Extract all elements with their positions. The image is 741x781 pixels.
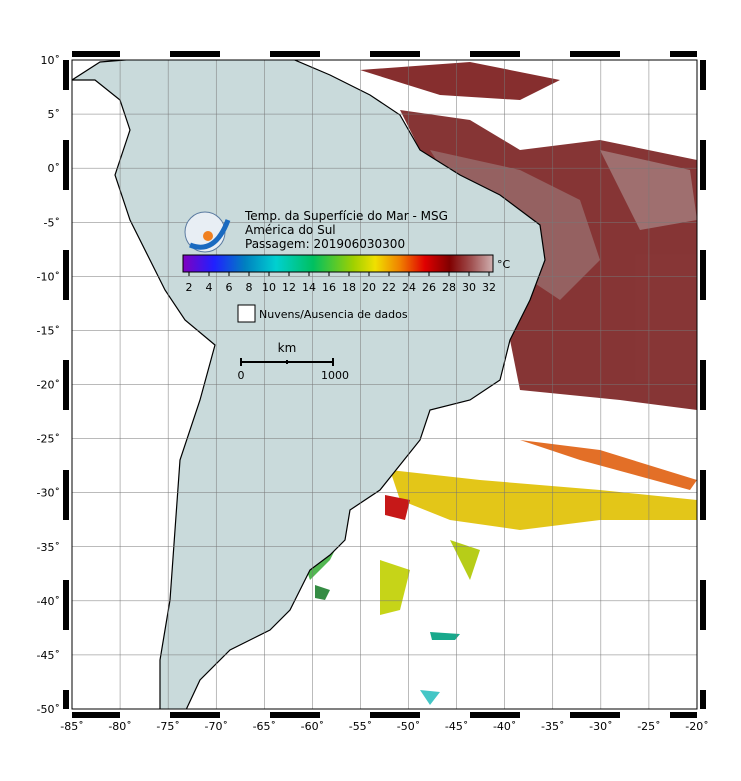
colorbar-tick-label: 24 <box>402 281 416 294</box>
x-tick-label: -30˚ <box>589 720 612 733</box>
colorbar-tick-label: 14 <box>302 281 316 294</box>
colorbar-tick-label: 20 <box>362 281 376 294</box>
legend-swatch <box>237 304 256 323</box>
colorbar-tick-label: 30 <box>462 281 476 294</box>
map-body <box>72 60 697 709</box>
y-tick-label: -5˚ <box>44 216 60 229</box>
frame <box>71 59 698 710</box>
colorbar-tick-label: 6 <box>226 281 233 294</box>
x-tick-label: -65˚ <box>253 720 276 733</box>
scalebar <box>240 358 334 366</box>
legend-label: Nuvens/Ausencia de dados <box>259 308 408 321</box>
y-tick-label: -35˚ <box>37 541 60 554</box>
y-tick-label: -10˚ <box>37 270 60 283</box>
scalebar-unit: km <box>278 341 297 355</box>
frame-border <box>63 51 706 718</box>
colorbar-tick-label: 28 <box>442 281 456 294</box>
scalebar-end: 1000 <box>321 369 349 382</box>
x-tick-label: -85˚ <box>60 720 83 733</box>
logo <box>184 211 231 253</box>
colorbar-tick-label: 26 <box>422 281 436 294</box>
y-tick-label: 5˚ <box>48 108 61 121</box>
colorbar-tick-label: 32 <box>482 281 496 294</box>
x-tick-label: -40˚ <box>493 720 516 733</box>
title-line: Passagem: 201906030300 <box>245 237 405 251</box>
colorbar <box>182 254 494 273</box>
title-line: América do Sul <box>245 223 336 237</box>
x-tick-label: -70˚ <box>204 720 227 733</box>
x-tick-label: -35˚ <box>541 720 564 733</box>
colorbar-tick-label: 4 <box>206 281 213 294</box>
sst-patches <box>300 62 697 705</box>
colorbar-tick-label: 22 <box>382 281 396 294</box>
x-tick-label: -80˚ <box>108 720 131 733</box>
x-tick-label: -50˚ <box>397 720 420 733</box>
x-tick-label: -45˚ <box>445 720 468 733</box>
colorbar-tick-label: 10 <box>262 281 276 294</box>
x-tick-label: -25˚ <box>637 720 660 733</box>
y-tick-label: -45˚ <box>37 649 60 662</box>
x-tick-label: -55˚ <box>349 720 372 733</box>
colorbar-tick-label: 16 <box>322 281 336 294</box>
y-tick-label: -40˚ <box>37 595 60 608</box>
y-tick-label: -30˚ <box>37 487 60 500</box>
y-tick-label: -25˚ <box>37 433 60 446</box>
x-tick-label: -20˚ <box>685 720 708 733</box>
x-tick-label: -60˚ <box>301 720 324 733</box>
x-tick-label: -75˚ <box>156 720 179 733</box>
colorbar-tick-label: 8 <box>246 281 253 294</box>
title-line: Temp. da Superfície do Mar - MSG <box>244 209 448 223</box>
scalebar-start: 0 <box>238 369 245 382</box>
colorbar-tick-label: 12 <box>282 281 296 294</box>
y-tick-label: -50˚ <box>37 703 60 716</box>
colorbar-tick-label: 18 <box>342 281 356 294</box>
y-tick-label: 10˚ <box>41 54 61 67</box>
y-tick-label: -15˚ <box>37 324 60 337</box>
y-tick-label: -20˚ <box>37 379 60 392</box>
y-tick-label: 0˚ <box>48 162 61 175</box>
colorbar-tick-label: 2 <box>186 281 193 294</box>
colorbar-unit: °C <box>497 258 511 271</box>
